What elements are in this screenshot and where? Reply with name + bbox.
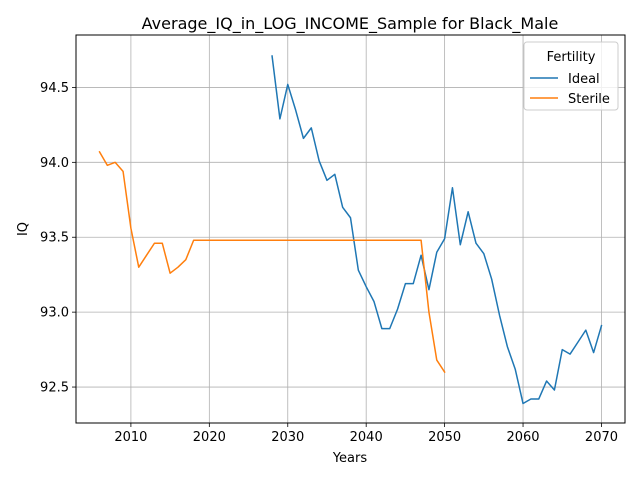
y-tick-label: 93.5 xyxy=(40,231,69,246)
y-tick-label: 94.0 xyxy=(40,156,69,171)
x-tick-label: 2010 xyxy=(114,430,147,445)
x-tick-label: 2020 xyxy=(193,430,226,445)
x-tick-label: 2050 xyxy=(428,430,461,445)
chart-title: Average_IQ_in_LOG_INCOME_Sample for Blac… xyxy=(142,14,559,34)
x-tick-label: 2040 xyxy=(350,430,383,445)
x-axis-title: Years xyxy=(332,451,368,466)
x-tick-label: 2070 xyxy=(585,430,618,445)
x-tick-label: 2060 xyxy=(506,430,539,445)
y-tick-label: 93.0 xyxy=(40,306,69,321)
y-tick-label: 92.5 xyxy=(40,381,69,396)
x-tick-label: 2030 xyxy=(271,430,304,445)
legend-title: Fertility xyxy=(547,50,596,65)
y-tick-label: 94.5 xyxy=(40,81,69,96)
legend: Fertility Ideal Sterile xyxy=(524,42,618,110)
legend-label-ideal: Ideal xyxy=(568,72,600,87)
legend-label-sterile: Sterile xyxy=(568,92,610,107)
y-axis-title: IQ xyxy=(16,222,31,236)
